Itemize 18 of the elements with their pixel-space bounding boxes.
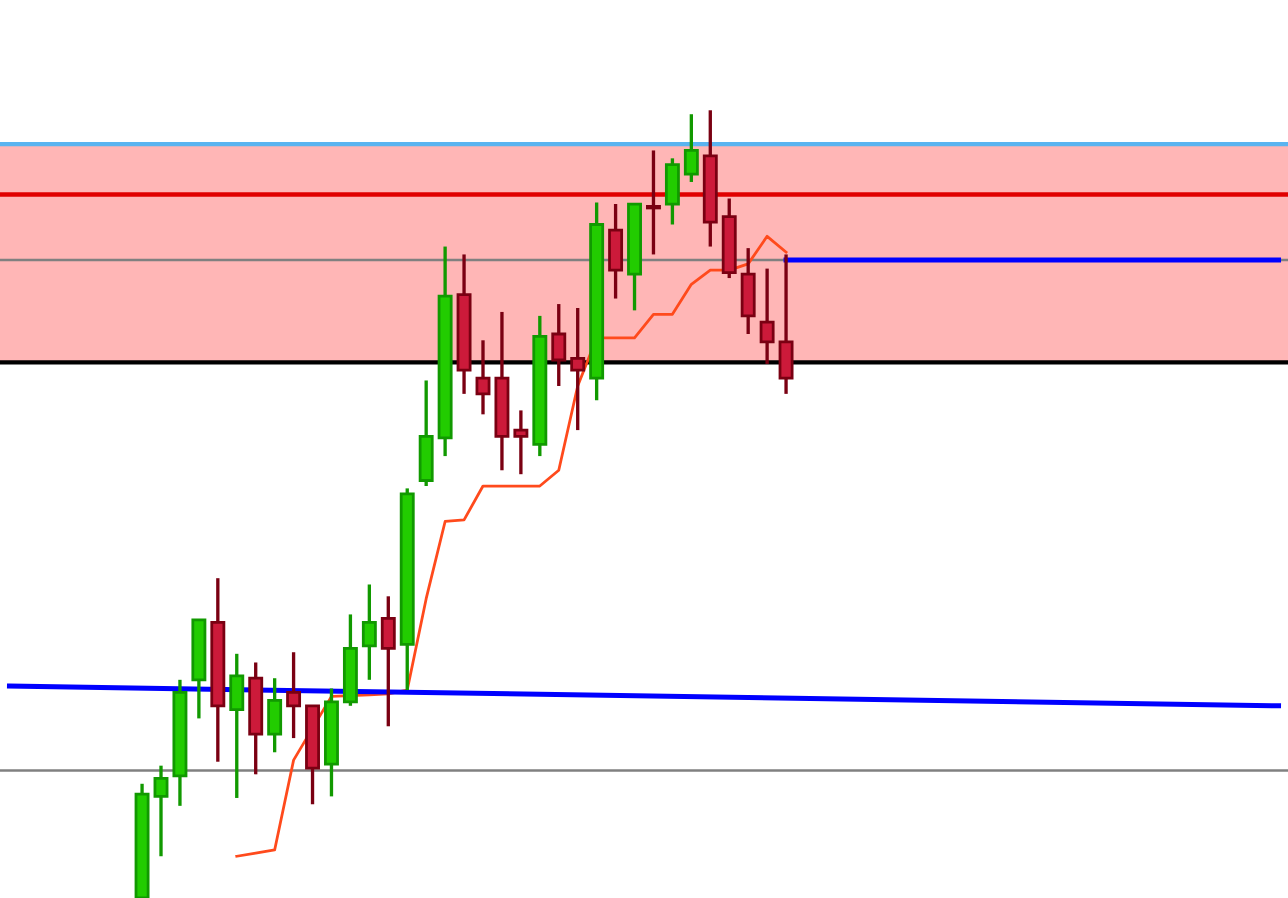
- candlestick: [286, 650, 302, 740]
- candlestick: [570, 306, 586, 432]
- candlestick: [513, 408, 529, 476]
- candlestick: [229, 652, 245, 800]
- candlestick: [551, 302, 567, 388]
- candlestick: [267, 676, 283, 754]
- candlestick: [759, 266, 775, 366]
- candlestick: [740, 246, 756, 336]
- candlestick: [683, 112, 699, 184]
- candlestick: [475, 338, 491, 417]
- candlestick: [361, 582, 377, 682]
- candlestick: [664, 156, 680, 227]
- candlestick: [778, 252, 794, 396]
- candlestick: [608, 202, 624, 301]
- candlestick: [418, 378, 434, 488]
- candlestick: [380, 594, 396, 728]
- candlestick: [153, 763, 169, 858]
- candlestick: [646, 148, 661, 257]
